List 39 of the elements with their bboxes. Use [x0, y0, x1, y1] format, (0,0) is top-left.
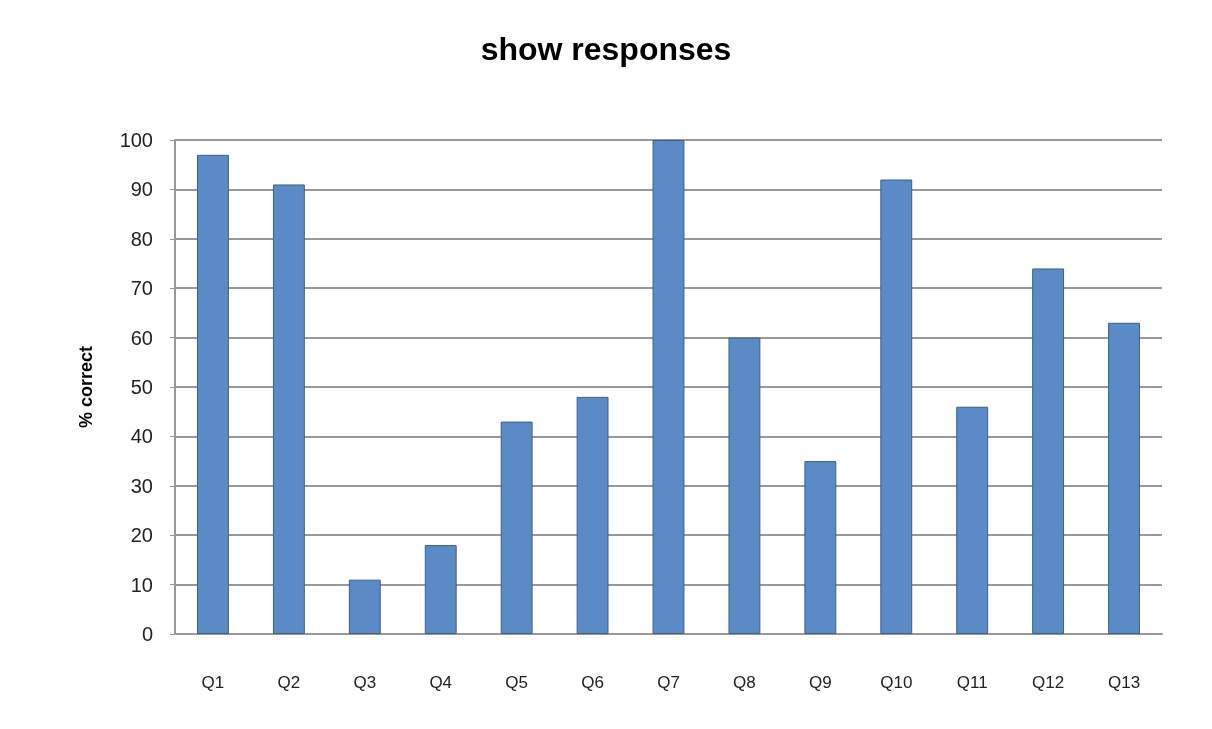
y-tick-label: 60 — [130, 326, 153, 349]
x-tick-label: Q8 — [733, 673, 756, 692]
chart-title: show responses — [480, 31, 732, 67]
y-axis-title: % correct — [76, 345, 96, 429]
x-tick-label: Q4 — [429, 673, 453, 692]
x-tick-label: Q13 — [1107, 673, 1141, 692]
x-tick-label: Q1 — [201, 673, 225, 692]
bar — [1108, 322, 1140, 634]
y-tick-label: 30 — [130, 474, 153, 497]
x-tick-label: Q11 — [956, 673, 988, 692]
bar — [652, 140, 685, 634]
x-tick-label: Q5 — [505, 673, 528, 692]
bar — [500, 421, 533, 634]
bar — [1032, 268, 1065, 634]
bar — [956, 406, 989, 634]
y-tick-label: 20 — [130, 524, 153, 547]
bar — [880, 179, 913, 634]
y-tick-label: 80 — [130, 227, 153, 250]
bar — [576, 396, 609, 634]
x-tick-label: Q10 — [880, 673, 913, 692]
bar — [424, 545, 457, 634]
y-tick-label: 100 — [119, 129, 153, 151]
x-tick-label: Q2 — [277, 673, 301, 692]
bar — [728, 337, 761, 634]
y-tick-label: 50 — [130, 376, 153, 398]
x-tick-label: Q12 — [1032, 673, 1065, 692]
x-tick-label: Q6 — [581, 673, 604, 692]
bar — [804, 461, 837, 634]
x-tick-label: Q7 — [657, 673, 680, 692]
y-tick-label: 70 — [130, 277, 153, 300]
x-tick-label: Q9 — [809, 673, 832, 692]
bar — [272, 184, 305, 634]
y-tick-label: 40 — [130, 425, 153, 448]
bar — [197, 154, 229, 634]
x-tick-label: Q3 — [353, 673, 377, 692]
y-tick-label: 10 — [130, 573, 153, 596]
y-tick-label: 90 — [130, 178, 153, 201]
y-tick-label: 0 — [141, 623, 153, 645]
bar — [348, 579, 381, 634]
